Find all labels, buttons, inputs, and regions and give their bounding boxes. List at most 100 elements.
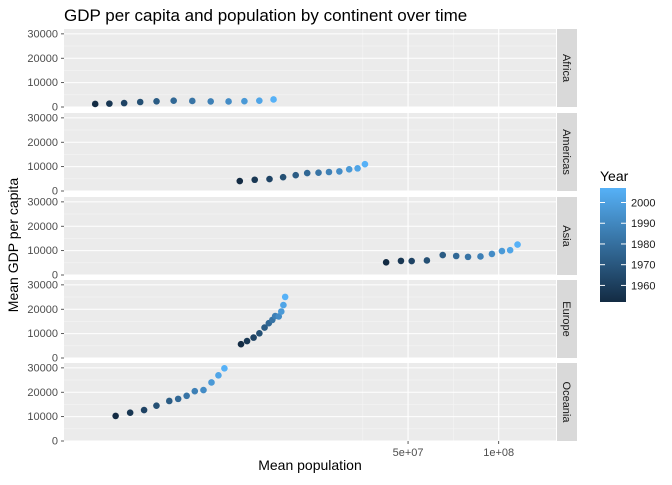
y-tick-label: 0 — [52, 270, 58, 282]
data-point — [279, 173, 287, 181]
legend-label: 1960 — [631, 280, 655, 292]
data-point — [506, 246, 514, 254]
data-point — [215, 372, 222, 379]
facet-panel-asia: 0 10000 20000 30000 Asia — [27, 196, 577, 282]
facet-strip — [557, 197, 577, 275]
legend-colorbar — [600, 188, 626, 302]
data-point — [170, 97, 177, 104]
data-point — [498, 247, 506, 255]
y-tick-label: 10000 — [27, 161, 58, 173]
y-tick-label: 10000 — [27, 328, 58, 340]
y-tick-label: 30000 — [27, 362, 58, 374]
data-point — [261, 324, 268, 331]
legend-title: Year — [600, 168, 629, 184]
data-point — [303, 169, 311, 177]
legend-label: 1980 — [631, 239, 655, 251]
y-tick-label: 20000 — [27, 304, 58, 316]
data-point — [266, 175, 273, 183]
y-tick-label: 10000 — [27, 411, 58, 423]
data-point — [236, 177, 244, 185]
data-point — [336, 168, 343, 175]
data-point — [120, 99, 128, 107]
facet-strip — [557, 280, 577, 358]
y-tick-label: 20000 — [27, 137, 58, 149]
data-point — [514, 241, 521, 248]
data-point — [439, 251, 447, 259]
facet-panel-oceania: 0 10000 20000 30000 Oceania — [27, 362, 577, 448]
data-point — [136, 98, 144, 106]
data-point — [270, 96, 277, 103]
data-point — [382, 259, 390, 266]
data-point — [153, 97, 160, 105]
data-point — [183, 392, 190, 400]
facet-strip-label: Europe — [560, 301, 572, 336]
y-tick-label: 30000 — [27, 28, 58, 40]
data-point — [200, 386, 207, 394]
x-axis-label: Mean population — [258, 457, 362, 473]
data-point — [241, 97, 248, 105]
panel-background — [64, 29, 556, 107]
data-point — [292, 171, 300, 179]
facet-panels: 0 10000 20000 30000 Africa 0 10000 20000 30000 Am… — [27, 28, 577, 459]
data-point — [251, 176, 259, 184]
panel-background — [64, 363, 556, 441]
y-axis-label: Mean GDP per capita — [5, 178, 21, 313]
y-tick-label: 0 — [52, 102, 58, 114]
panel-background — [64, 197, 556, 275]
y-tick-label: 0 — [52, 353, 58, 365]
data-point — [408, 257, 415, 265]
data-point — [126, 409, 134, 417]
facet-panel-americas: 0 10000 20000 30000 Americas — [27, 112, 577, 198]
data-point — [237, 340, 245, 348]
data-point — [174, 395, 182, 403]
data-point — [207, 98, 215, 105]
data-point — [91, 100, 99, 108]
y-tick-label: 20000 — [27, 387, 58, 399]
y-tick-label: 30000 — [27, 279, 58, 291]
y-tick-label: 0 — [52, 436, 58, 448]
facet-strip — [557, 363, 577, 441]
facet-strip-label: Africa — [560, 54, 572, 83]
data-point — [221, 365, 228, 372]
data-point — [106, 100, 113, 107]
y-tick-label: 30000 — [27, 112, 58, 124]
facet-strip-label: Oceania — [560, 382, 572, 424]
panel-background — [64, 113, 556, 191]
data-point — [191, 387, 199, 395]
data-point — [188, 97, 196, 105]
panel-background — [64, 280, 556, 358]
data-point — [477, 253, 484, 260]
data-point — [256, 97, 263, 104]
facet-strip-label: Americas — [560, 129, 572, 175]
data-point — [325, 168, 333, 176]
data-point — [345, 166, 353, 173]
data-point — [354, 165, 361, 172]
data-point — [423, 257, 431, 264]
facet-strip — [557, 29, 577, 107]
facet-strip — [557, 113, 577, 191]
legend-label: 1970 — [631, 260, 655, 272]
x-tick-label: 1e+08 — [483, 447, 514, 459]
y-tick-label: 20000 — [27, 53, 58, 65]
data-point — [140, 406, 148, 414]
data-point — [361, 160, 369, 168]
legend-label: 2000 — [631, 198, 655, 210]
data-point — [225, 98, 232, 105]
data-point — [243, 337, 251, 345]
y-tick-label: 10000 — [27, 77, 58, 89]
legend-label: 1990 — [631, 218, 655, 230]
facet-panel-africa: 0 10000 20000 30000 Africa — [27, 28, 577, 114]
facet-panel-europe: 0 10000 20000 30000 Europe — [27, 279, 577, 365]
data-point — [315, 169, 322, 177]
data-point — [153, 402, 160, 409]
data-point — [464, 253, 472, 261]
data-point — [488, 250, 496, 258]
legend: Year 2000 1990 1980 1970 1960 — [600, 168, 655, 302]
data-point — [112, 412, 119, 420]
data-point — [250, 334, 257, 341]
data-point — [281, 293, 289, 301]
y-tick-label: 30000 — [27, 196, 58, 208]
facet-strip-label: Asia — [560, 225, 572, 247]
